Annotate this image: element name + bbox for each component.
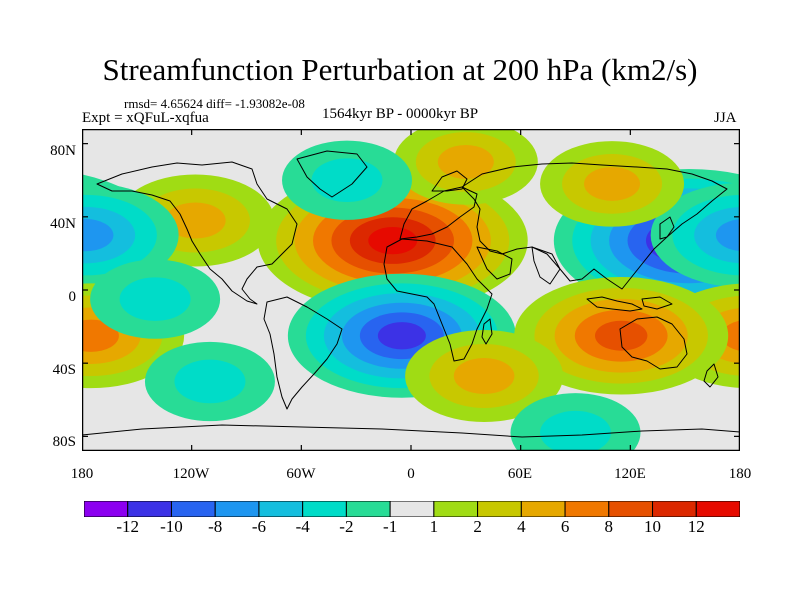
lat-label-0: 0 — [68, 289, 77, 305]
contour-level — [540, 410, 611, 451]
colorbar-label: 6 — [560, 517, 570, 536]
colorbar-swatch — [695, 501, 740, 517]
colorbar-label: -4 — [295, 517, 310, 536]
colorbar-label: 10 — [644, 517, 662, 536]
colorbar-label: 4 — [517, 517, 526, 536]
contour-level — [164, 202, 226, 239]
contour-level — [453, 357, 515, 394]
lon-label-120e: 120E — [614, 466, 646, 482]
coastline-south-america — [263, 296, 343, 410]
lon-label-180w: 180 — [70, 466, 94, 482]
contour-level — [311, 158, 383, 203]
colorbar-swatch — [302, 501, 347, 517]
coastline-new-zealand — [703, 363, 719, 388]
anomaly-arctic-europe-high — [393, 129, 538, 205]
colorbar-swatch — [652, 501, 697, 517]
colorbar-label: -12 — [116, 517, 140, 536]
coastline-north-america — [96, 161, 298, 305]
coastline-indonesia — [586, 296, 643, 312]
coastline-india — [531, 246, 561, 285]
colorbar-label: -1 — [383, 517, 398, 536]
coastline-asia — [461, 162, 728, 290]
coastline-scandinavia — [431, 170, 468, 192]
colorbar-label: -2 — [339, 517, 354, 536]
colorbar-swatch — [127, 501, 172, 517]
lon-label-120w: 120W — [172, 466, 210, 482]
coastline-africa — [383, 238, 493, 362]
axis-ticks — [82, 129, 740, 451]
colorbar-swatch — [564, 501, 610, 517]
lon-label-0: 0 — [407, 466, 415, 482]
colorbar-label: -10 — [160, 517, 183, 536]
colorbar-swatch — [214, 501, 260, 517]
anomaly-eastern-pacific-low — [90, 259, 221, 339]
coastlines — [82, 150, 740, 438]
lon-label-180e: 180 — [728, 466, 752, 482]
colorbar-swatch — [389, 501, 435, 517]
colorbar-label: 1 — [429, 517, 439, 536]
colorbar-label: -6 — [251, 517, 266, 536]
contour-level — [174, 359, 246, 404]
anomaly-south-pacific-low — [144, 341, 275, 422]
coastline-europe — [399, 186, 478, 240]
contour-level — [584, 166, 641, 201]
colorbar-label: 8 — [604, 517, 614, 536]
colorbar-label: -8 — [208, 517, 223, 536]
colorbar — [84, 501, 740, 517]
colorbar-swatch — [433, 501, 479, 517]
contour-level — [82, 319, 119, 352]
lon-label-60w: 60W — [286, 466, 316, 482]
rmsd-diff-stats: rmsd= 4.65624 diff= -1.93082e-08 — [124, 96, 305, 111]
colorbar-label: 12 — [687, 517, 705, 536]
coastline-japan — [659, 216, 675, 240]
anomaly-north-asia-high — [540, 141, 685, 227]
lon-label-60e: 60E — [507, 466, 533, 482]
coastline-greenland — [296, 150, 368, 198]
anomaly-fields — [82, 129, 740, 451]
lat-label-80S: 80S — [52, 434, 76, 450]
colorbar-label: 2 — [473, 517, 482, 536]
season-label: JJA — [714, 110, 737, 126]
period-label: 1564kyr BP - 0000kyr BP — [322, 106, 479, 122]
contour-level — [715, 219, 740, 252]
colorbar-swatch — [84, 501, 129, 517]
anomaly-south-indian-high — [405, 329, 564, 422]
colorbar-swatch — [170, 501, 216, 517]
coastline-australia — [619, 316, 688, 370]
lat-label-40N: 40N — [50, 216, 76, 232]
colorbar-swatch — [520, 501, 566, 517]
experiment-label: Expt = xQFuL-xqfua — [82, 110, 209, 126]
contour-level — [368, 226, 418, 255]
contour-level — [437, 144, 494, 179]
coastline-madagascar — [481, 318, 493, 345]
streamfunction-map — [82, 129, 740, 451]
colorbar-swatch — [258, 501, 304, 517]
colorbar-swatch — [608, 501, 654, 517]
contour-level — [377, 322, 426, 350]
contour-level — [119, 277, 191, 321]
coastline-antarctica — [82, 424, 740, 438]
lat-label-40S: 40S — [52, 362, 76, 378]
anomaly-atlantic-low — [282, 140, 413, 220]
lat-label-80N: 80N — [50, 143, 76, 159]
coastline-new-guinea — [641, 296, 673, 310]
figure-title: Streamfunction Perturbation at 200 hPa (… — [102, 52, 698, 87]
colorbar-swatch — [477, 501, 522, 517]
coastline-arabia — [476, 246, 513, 280]
contour-level — [82, 219, 114, 252]
colorbar-swatch — [345, 501, 391, 517]
